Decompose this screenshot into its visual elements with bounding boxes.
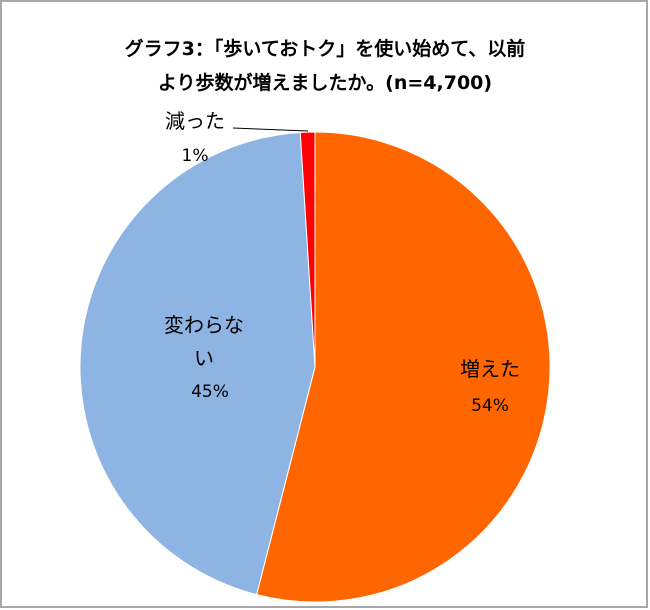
value-label: 1% (181, 146, 209, 166)
pie-slice (299, 131, 316, 368)
pie-slice (79, 131, 316, 596)
value-label: 45% (191, 382, 229, 402)
leader-line (232, 127, 309, 132)
chart-title: より歩数が増えましたか。(n=4,700) (157, 72, 493, 94)
chart-title: グラフ3：「歩いておトク」を使い始めて、以前 (124, 38, 526, 60)
data-label: 減った (165, 109, 225, 133)
value-label: 54% (471, 396, 509, 416)
data-label: 変わらない (164, 313, 244, 370)
data-label: 増えた (460, 357, 520, 381)
pie-slice (255, 131, 551, 603)
